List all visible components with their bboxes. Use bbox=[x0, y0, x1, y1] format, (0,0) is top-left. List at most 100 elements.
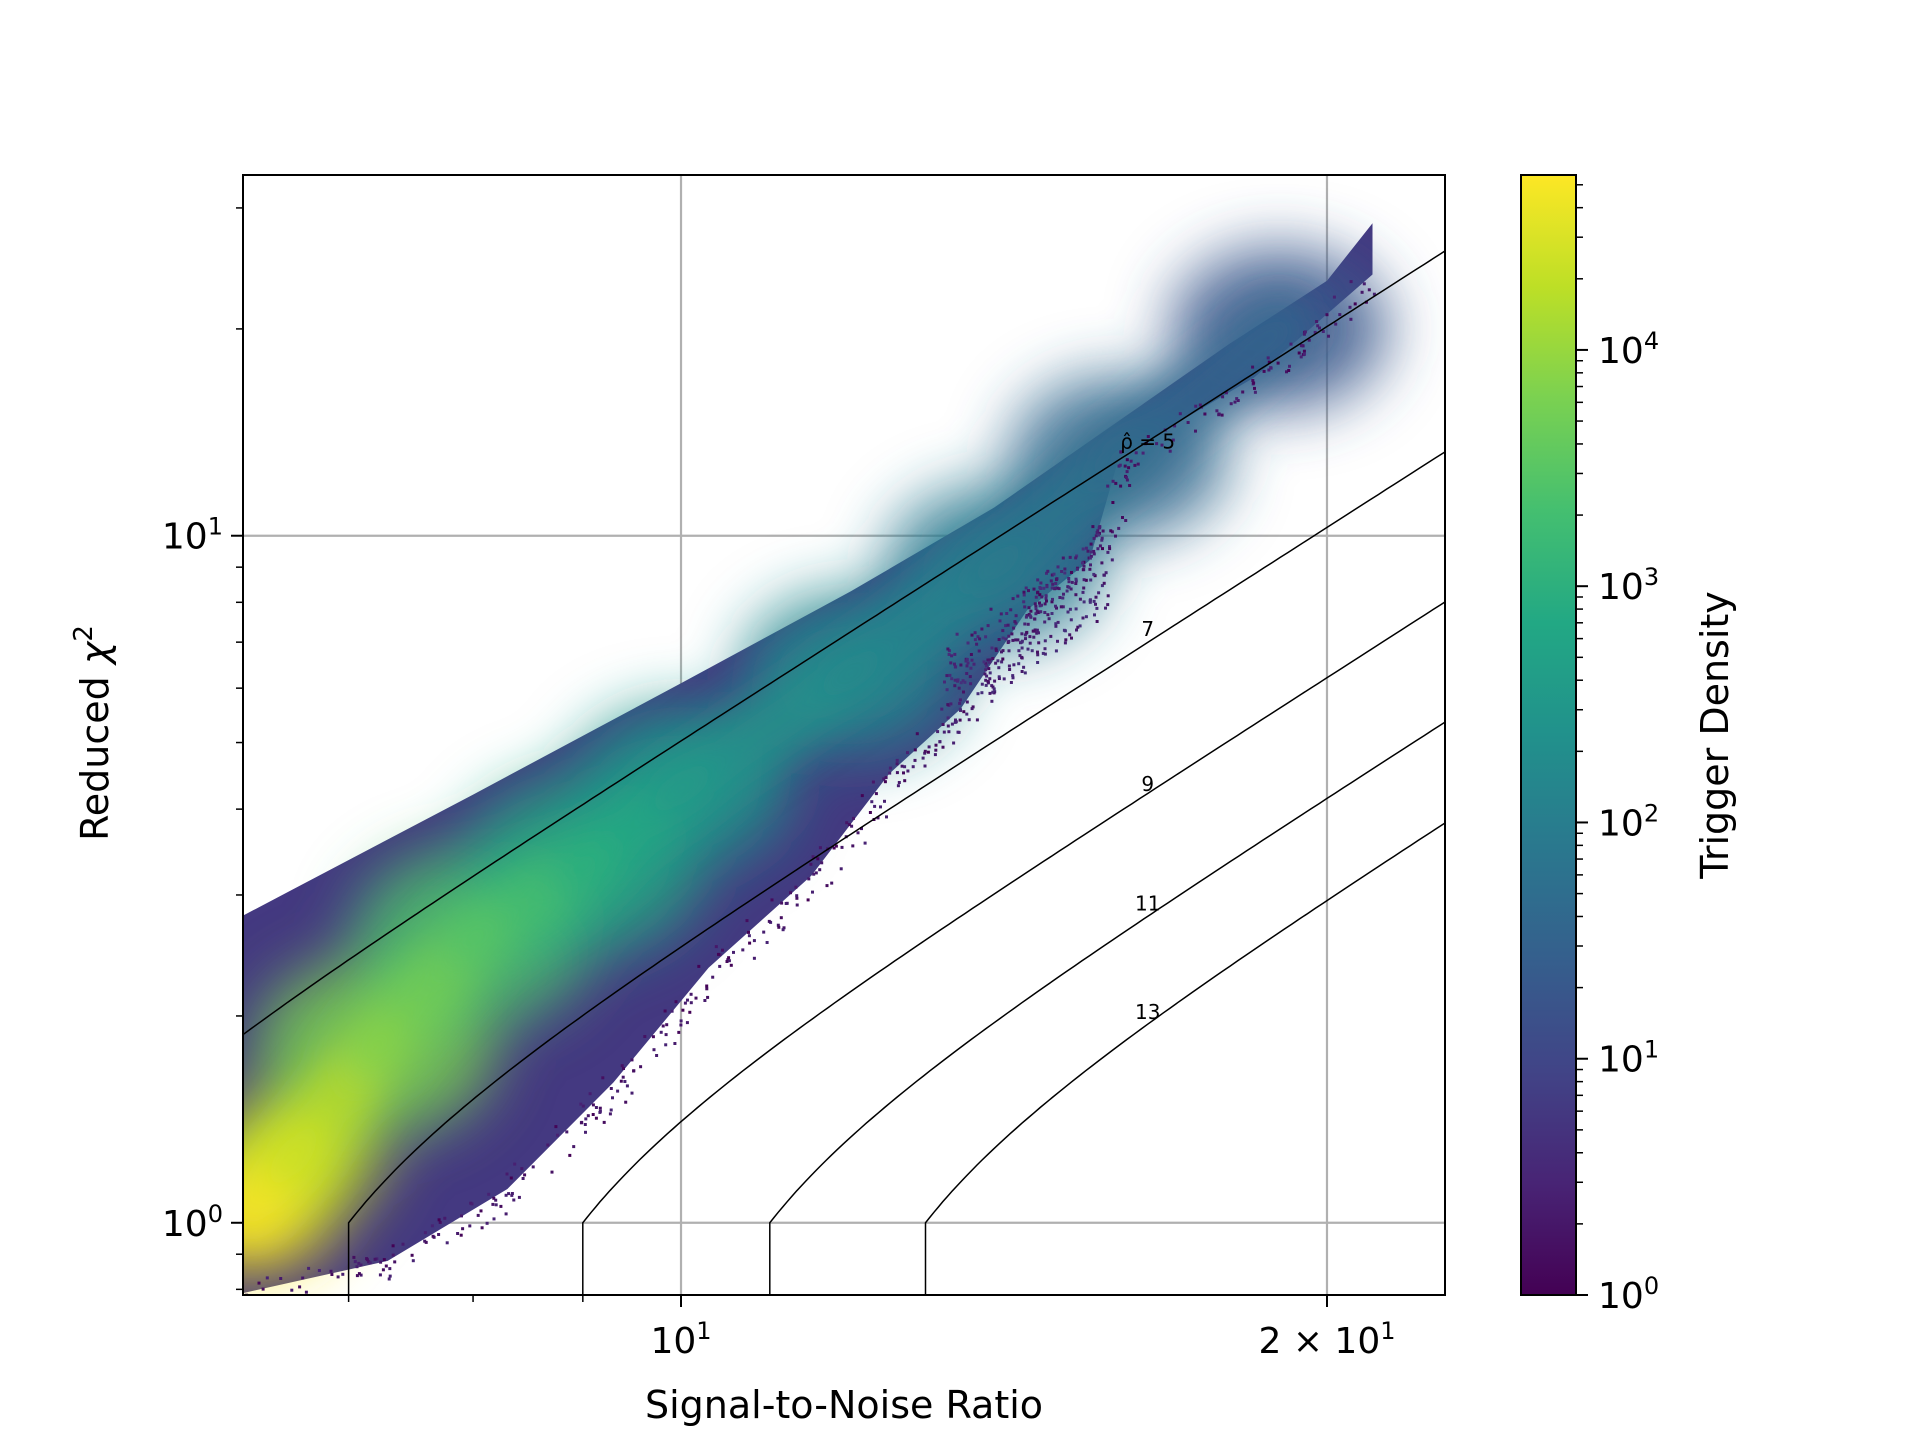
island-point bbox=[1024, 637, 1027, 641]
trigger-point bbox=[1007, 634, 1011, 638]
trigger-point bbox=[860, 827, 863, 831]
trigger-point bbox=[748, 941, 752, 945]
trigger-point bbox=[609, 1087, 613, 1090]
colorbar-tick-label: 101 bbox=[1598, 1036, 1659, 1081]
trigger-point bbox=[601, 1076, 605, 1080]
island-point bbox=[958, 698, 962, 702]
trigger-point bbox=[947, 730, 951, 734]
trigger-point bbox=[888, 771, 892, 775]
island-point bbox=[1053, 586, 1057, 590]
island-point bbox=[1102, 573, 1106, 577]
island-point bbox=[965, 672, 969, 675]
trigger-point bbox=[1070, 571, 1073, 574]
island-point bbox=[1076, 625, 1080, 629]
contour-label-5: ρ̂ = 5 bbox=[1120, 429, 1175, 453]
island-point bbox=[1050, 586, 1054, 590]
island-point bbox=[949, 661, 953, 665]
island-point bbox=[1095, 620, 1099, 623]
y-axis-ticks: 100 101 bbox=[162, 207, 243, 1291]
trigger-point bbox=[659, 1030, 663, 1034]
island-point bbox=[1075, 554, 1079, 558]
island-point bbox=[1097, 591, 1101, 595]
trigger-point bbox=[609, 1108, 613, 1112]
trigger-point bbox=[1224, 391, 1228, 395]
island-point bbox=[1106, 603, 1110, 607]
trigger-point bbox=[845, 821, 849, 825]
island-point bbox=[1069, 587, 1073, 591]
trigger-point bbox=[1025, 614, 1029, 617]
trigger-point bbox=[336, 1275, 340, 1279]
island-point bbox=[1100, 538, 1104, 542]
island-point bbox=[1054, 649, 1058, 653]
trigger-point bbox=[717, 952, 720, 956]
trigger-point bbox=[883, 780, 887, 784]
island-point bbox=[1044, 594, 1048, 598]
island-point bbox=[1017, 662, 1021, 666]
island-point bbox=[998, 619, 1002, 623]
trigger-point bbox=[1089, 554, 1093, 558]
trigger-point bbox=[1082, 564, 1086, 568]
trigger-point bbox=[611, 1096, 614, 1100]
trigger-point bbox=[994, 647, 998, 651]
trigger-point bbox=[1178, 412, 1182, 416]
trigger-point bbox=[459, 1233, 463, 1237]
trigger-point bbox=[1288, 364, 1291, 368]
trigger-point bbox=[1125, 470, 1129, 474]
island-point bbox=[990, 646, 994, 650]
colorbar-tick-label: 100 bbox=[1598, 1272, 1659, 1317]
trigger-point bbox=[1089, 563, 1092, 567]
trigger-point bbox=[852, 816, 855, 820]
island-point bbox=[1007, 639, 1011, 643]
trigger-point bbox=[923, 764, 927, 768]
trigger-point bbox=[438, 1220, 442, 1224]
island-point bbox=[1054, 624, 1058, 628]
trigger-point bbox=[795, 903, 799, 907]
island-point bbox=[989, 607, 993, 611]
trigger-point bbox=[1023, 605, 1027, 609]
trigger-point bbox=[1332, 295, 1336, 299]
trigger-point bbox=[1111, 501, 1115, 504]
island-point bbox=[970, 707, 974, 711]
trigger-point bbox=[1035, 631, 1039, 635]
island-point bbox=[1062, 628, 1066, 632]
island-point bbox=[959, 663, 963, 667]
trigger-point bbox=[499, 1204, 503, 1208]
trigger-point bbox=[1133, 463, 1137, 467]
colorbar: 100 101 102 103 104 Trigger Density bbox=[1520, 174, 1737, 1317]
trigger-point bbox=[1043, 620, 1047, 624]
island-point bbox=[1044, 596, 1048, 600]
trigger-point bbox=[652, 1048, 656, 1052]
island-point bbox=[1093, 613, 1096, 617]
trigger-point bbox=[1289, 342, 1293, 346]
island-point bbox=[1033, 617, 1037, 621]
island-point bbox=[1005, 612, 1009, 615]
trigger-point bbox=[1168, 449, 1172, 453]
trigger-point bbox=[689, 1001, 693, 1005]
island-point bbox=[1088, 600, 1092, 604]
trigger-point bbox=[762, 930, 766, 934]
trigger-point bbox=[863, 841, 867, 845]
trigger-point bbox=[1229, 402, 1233, 406]
trigger-point bbox=[780, 901, 784, 905]
trigger-point bbox=[520, 1167, 524, 1171]
island-point bbox=[1089, 550, 1093, 554]
island-point bbox=[1095, 531, 1099, 534]
trigger-point bbox=[1173, 424, 1177, 428]
island-point bbox=[1004, 624, 1008, 628]
x-tick-label: 2 × 101 bbox=[1258, 1317, 1395, 1362]
trigger-point bbox=[794, 885, 798, 889]
island-point bbox=[1054, 604, 1057, 608]
island-point bbox=[965, 664, 969, 668]
density-ridge-segment bbox=[1084, 293, 1315, 493]
island-point bbox=[1016, 638, 1020, 642]
trigger-point bbox=[598, 1109, 602, 1113]
trigger-point bbox=[711, 975, 715, 979]
island-point bbox=[1026, 647, 1030, 651]
trigger-point bbox=[789, 891, 792, 895]
trigger-point bbox=[619, 1079, 623, 1083]
island-point bbox=[1036, 661, 1040, 664]
trigger-point bbox=[1215, 409, 1219, 413]
trigger-point bbox=[983, 672, 987, 676]
island-point bbox=[1025, 630, 1029, 634]
